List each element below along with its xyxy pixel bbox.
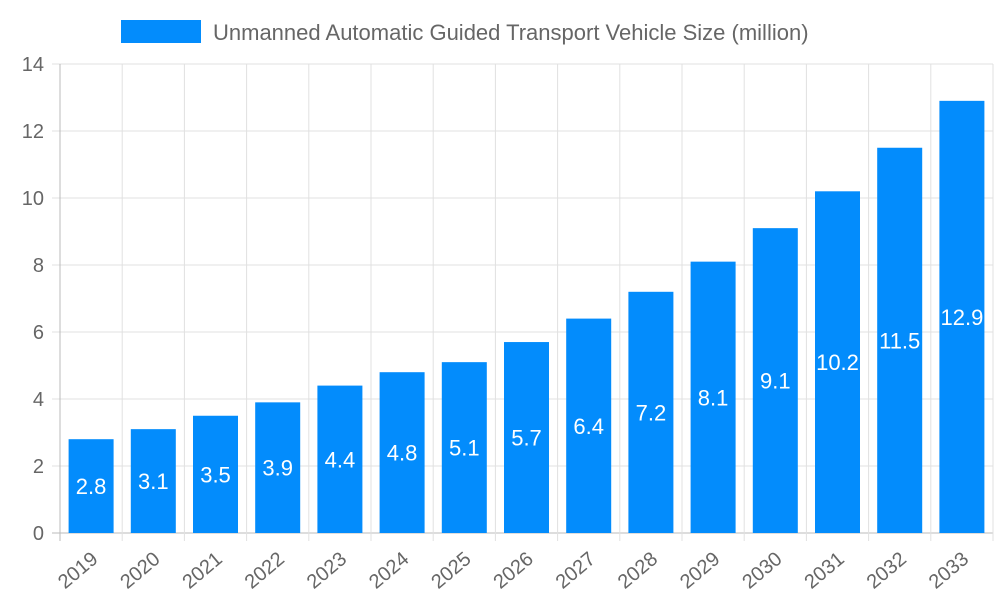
data-label: 5.7 [511,426,542,451]
bar [68,439,114,533]
x-tick-label: 2030 [738,548,786,593]
data-label: 5.1 [449,436,480,461]
x-tick-label: 2021 [178,548,226,593]
y-tick-label: 14 [22,54,44,76]
data-label: 11.5 [879,328,920,353]
x-tick-label: 2032 [863,548,911,593]
bar [566,318,612,533]
bar [877,147,923,533]
x-tick-label: 2024 [365,548,413,593]
data-label: 8.1 [698,385,729,410]
y-tick-label: 6 [33,322,44,344]
data-label: 3.5 [200,462,231,487]
grid [52,63,994,541]
data-label: 3.9 [262,456,293,481]
x-tick-label: 2026 [489,548,537,593]
data-label: 9.1 [760,369,791,394]
bar [255,402,301,533]
y-tick-label: 10 [22,188,44,210]
bar [939,100,985,533]
bar [815,191,860,534]
bars: 2.8 3.1 3.5 3.9 4.4 4.8 5.1 5.7 6.4 7.2 8.1 9.1 10.2… [68,100,985,534]
y-axis: 0 2 4 6 8 10 12 14 [22,54,44,545]
data-label: 2.8 [76,474,107,499]
x-tick-label: 2031 [800,548,848,593]
legend[interactable]: Unmanned Automatic Guided Transport Vehi… [121,20,809,45]
bar [441,362,487,533]
y-tick-label: 0 [33,523,44,545]
data-label: 7.2 [636,400,667,425]
bar [690,261,736,533]
data-label: 3.1 [138,469,169,494]
data-label: 12.9 [940,305,983,330]
bar [193,415,238,533]
x-tick-label: 2025 [427,548,475,593]
x-tick-label: 2019 [54,548,102,593]
x-tick-label: 2020 [116,548,164,593]
data-label: 4.4 [325,447,356,472]
bar [628,291,674,533]
bar [504,342,549,533]
legend-swatch [121,20,201,43]
legend-label: Unmanned Automatic Guided Transport Vehi… [213,20,809,45]
y-tick-label: 8 [33,255,44,277]
data-label: 6.4 [573,414,604,439]
x-tick-label: 2033 [925,548,973,593]
bar [752,228,798,533]
y-tick-label: 12 [22,121,44,143]
data-label: 4.8 [387,441,418,466]
data-label: 10.2 [816,350,859,375]
bar [130,429,176,533]
bar [379,372,425,533]
x-tick-label: 2028 [614,548,662,593]
y-tick-label: 4 [33,389,44,411]
y-tick-label: 2 [33,456,44,478]
x-tick-label: 2022 [241,548,289,593]
x-axis: 2019 2020 2021 2022 2023 2024 2025 2026 2027 2028… [54,548,973,593]
x-tick-label: 2029 [676,548,724,593]
x-tick-label: 2023 [303,548,351,593]
x-tick-label: 2027 [552,548,600,593]
bar [317,385,363,533]
